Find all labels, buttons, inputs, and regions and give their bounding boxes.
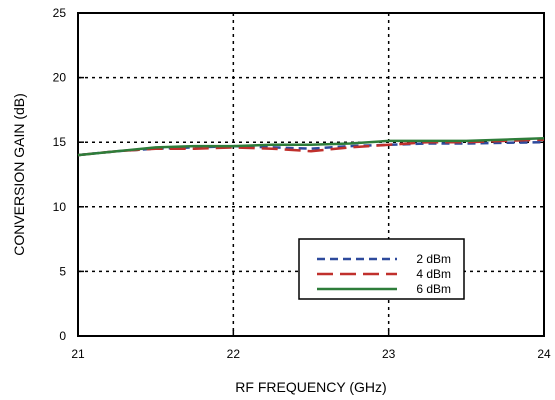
y-tick-label: 25: [53, 6, 67, 20]
plot-frame: [77, 12, 545, 337]
series-lines: [77, 137, 545, 157]
x-axis-title: RF FREQUENCY (GHz): [235, 379, 386, 395]
x-tick-label: 23: [382, 347, 396, 361]
y-tick-label: 5: [59, 264, 66, 278]
x-tick-label: 21: [71, 347, 85, 361]
y-tick-label: 20: [53, 71, 67, 85]
y-axis-title: CONVERSION GAIN (dB): [11, 93, 27, 256]
x-tick-label: 22: [227, 347, 241, 361]
y-tick-label: 15: [53, 135, 67, 149]
tick-labels: 21 22 23 24 0 5 10 15 20 25: [53, 6, 551, 361]
y-tick-label: 0: [59, 329, 66, 343]
x-tick-label: 24: [537, 347, 551, 361]
series-line-6-dbm: [77, 137, 545, 157]
legend-label: 6 dBm: [416, 282, 451, 296]
series-line-4-dbm: [77, 138, 545, 157]
y-tick-label: 10: [53, 200, 67, 214]
axis-ticks: [77, 12, 545, 337]
legend-label: 2 dBm: [416, 252, 451, 266]
legend-label: 4 dBm: [416, 267, 451, 281]
